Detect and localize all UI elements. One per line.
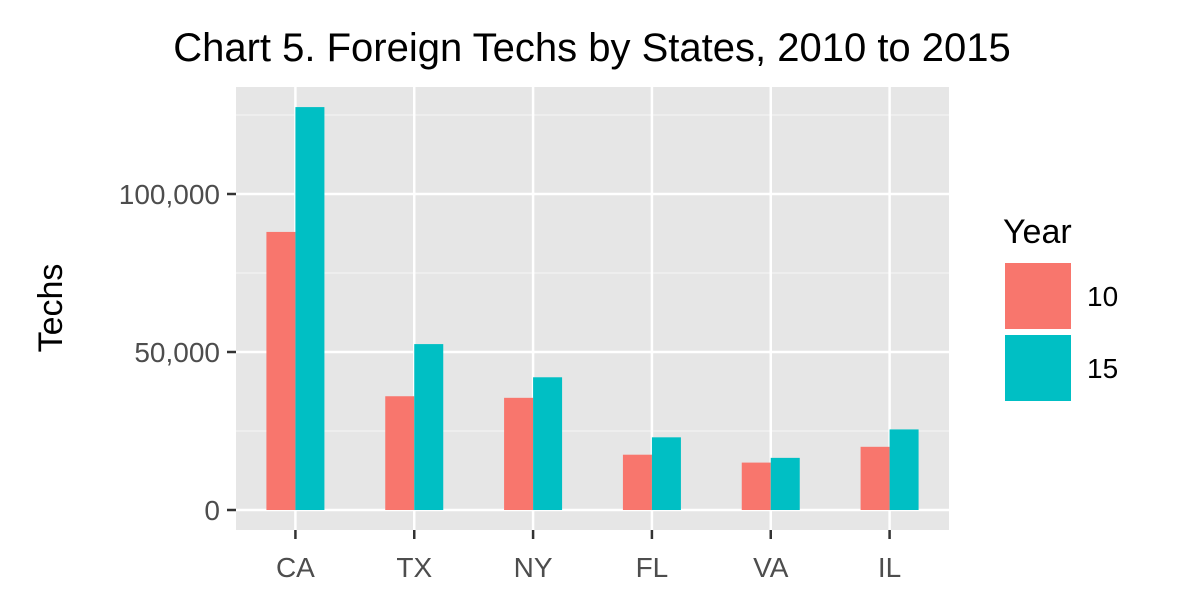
plot-panel [236, 87, 949, 530]
bar-va-10 [741, 462, 771, 510]
bar-ca-15 [295, 107, 325, 510]
y-axis-title: Techs [32, 264, 70, 353]
x-tick-label: TX [396, 552, 432, 583]
bar-ny-10 [504, 397, 534, 510]
x-tick-label: FL [636, 552, 669, 583]
x-tick-label: CA [276, 552, 315, 583]
chart-title: Chart 5. Foreign Techs by States, 2010 t… [173, 26, 1011, 70]
legend-title: Year [1003, 213, 1072, 251]
legend: Year 10 15 [1003, 213, 1118, 401]
legend-label-10: 10 [1087, 281, 1118, 312]
x-tick-label: VA [753, 552, 789, 583]
bar-va-15 [770, 457, 800, 510]
bar-fl-15 [651, 437, 681, 510]
x-tick-label: NY [514, 552, 553, 583]
bar-ny-15 [533, 377, 563, 510]
bar-tx-15 [414, 344, 444, 510]
bar-il-10 [860, 446, 890, 510]
bar-il-15 [889, 429, 919, 510]
y-tick-label: 100,000 [119, 179, 220, 210]
bar-fl-10 [622, 454, 652, 510]
legend-label-15: 15 [1087, 353, 1118, 384]
bar-tx-10 [385, 396, 415, 510]
legend-key-15 [1005, 335, 1071, 401]
y-tick-label: 50,000 [134, 337, 220, 368]
bars [266, 107, 919, 511]
legend-key-10 [1005, 263, 1071, 329]
bar-ca-10 [266, 231, 296, 511]
axes: 0 50,000 100,000 CA TX NY FL VA IL [119, 179, 901, 583]
y-tick-label: 0 [204, 495, 220, 526]
x-tick-label: IL [878, 552, 901, 583]
